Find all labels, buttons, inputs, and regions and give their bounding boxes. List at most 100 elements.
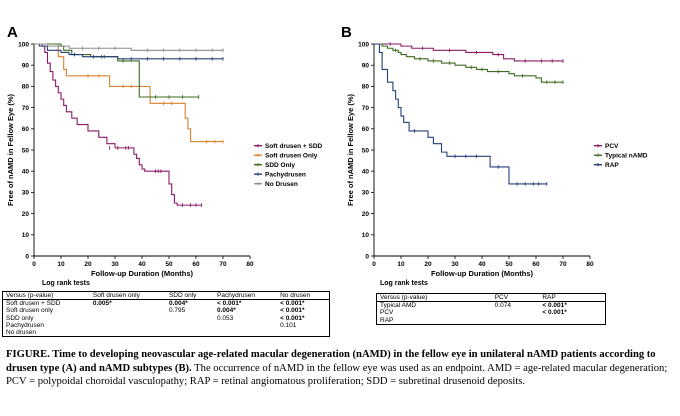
legend-label: Soft drusen + SDD: [265, 143, 323, 150]
table-cell: [214, 322, 277, 329]
x-tick-label: 30: [451, 261, 459, 268]
table-row: PCV < 0.001*: [377, 309, 606, 316]
y-tick-label: 20: [362, 211, 370, 218]
x-tick-label: 50: [505, 261, 513, 268]
x-tick-label: 40: [138, 261, 146, 268]
table-cell: [90, 315, 166, 322]
y-axis-label: Free of nAMD in Fellow Eye (%): [6, 93, 15, 206]
legend-label: Soft drusen Only: [265, 153, 318, 160]
x-tick-label: 10: [57, 261, 65, 268]
series-line-soft-drusen-only: [34, 43, 223, 143]
x-tick-label: 10: [397, 261, 405, 268]
x-tick-label: 30: [111, 261, 119, 268]
y-axis-label: Free of nAMD in Fellow Eye (%): [346, 93, 355, 206]
table-row: SDD only 0.053 < 0.001*: [3, 315, 330, 322]
table-cell: [539, 317, 605, 325]
table-cell: SDD only: [6, 314, 34, 322]
table-cell: RAP: [380, 316, 394, 324]
table-cell: [277, 329, 329, 337]
table-row: No drusen: [3, 329, 330, 337]
series-line-pachydrusen: [34, 43, 223, 60]
y-tick-label: 70: [362, 105, 370, 112]
x-tick-label: 0: [372, 261, 376, 268]
series-line-pcv: [374, 43, 563, 62]
table-cell: 0.101: [280, 321, 297, 329]
x-tick-label: 70: [219, 261, 227, 268]
table-header-cell: No drusen: [277, 291, 330, 301]
table-cell: [166, 329, 214, 337]
table-row: RAP: [377, 317, 606, 325]
legend-label: Typical nAMD: [605, 153, 648, 160]
y-tick-label: 100: [358, 41, 369, 48]
legend-label: RAP: [605, 162, 619, 169]
figure-caption: FIGURE. Time to developing neovascular a…: [6, 348, 674, 389]
table-cell: [492, 317, 540, 325]
legend-label: No Drusen: [265, 181, 298, 188]
y-tick-label: 90: [362, 63, 370, 70]
table-cell: 0.004*: [168, 300, 188, 308]
y-tick-label: 90: [22, 63, 30, 70]
table-cell: < 0.001*: [542, 309, 567, 317]
survival-chart-b: 0 10 20 30 40 50 60 70 80 0 10 20 30 40 50 60 70 80 90 100 F…: [346, 41, 648, 278]
y-tick-label: 10: [362, 232, 370, 239]
x-tick-label: 80: [586, 261, 594, 268]
series-line-soft-drusen-sdd: [34, 43, 202, 206]
x-tick-label: 20: [424, 261, 432, 268]
table-row: Typical AMD 0.074 < 0.001*: [377, 302, 606, 310]
table-header-cell: SDD only: [165, 291, 214, 301]
y-tick-label: 0: [365, 253, 369, 260]
y-tick-label: 30: [362, 190, 370, 197]
series-line-typical-namd: [374, 43, 563, 83]
y-tick-label: 60: [362, 126, 370, 133]
table-header-cell: Versus (p-value): [2, 291, 90, 301]
y-tick-label: 40: [22, 169, 30, 176]
table-cell: < 0.001*: [280, 307, 305, 315]
x-tick-label: 60: [532, 261, 540, 268]
panel-label-a: A: [7, 24, 18, 41]
table-cell: No drusen: [6, 329, 36, 337]
table-cell: < 0.001*: [217, 300, 242, 308]
table-cell: PCV: [380, 309, 394, 317]
x-tick-label: 80: [246, 261, 254, 268]
table-cell: [90, 322, 166, 329]
x-tick-label: 20: [84, 261, 92, 268]
table-header-cell: Soft drusen only: [89, 291, 166, 301]
survival-chart-a: 0 10 20 30 40 50 60 70 80 0 10 20 30 40 50 60 70 80 90 100 F…: [6, 41, 323, 278]
table-cell: [492, 309, 540, 316]
table-cell: [214, 329, 277, 337]
table-cell: < 0.001*: [280, 314, 305, 322]
table-cell: [90, 329, 166, 337]
x-tick-label: 60: [192, 261, 200, 268]
y-tick-label: 10: [22, 232, 30, 239]
table-cell: 0.005*: [92, 300, 112, 308]
x-axis-label: Follow-up Duration (Months): [91, 269, 194, 278]
log-rank-title-a: Log rank tests: [42, 280, 90, 287]
y-tick-label: 30: [22, 190, 30, 197]
panel-label-b: B: [341, 24, 352, 41]
legend-label: PCV: [605, 143, 619, 150]
y-tick-label: 40: [362, 169, 370, 176]
x-tick-label: 40: [478, 261, 486, 268]
y-tick-label: 70: [22, 105, 30, 112]
table-cell: Pachydrusen: [6, 321, 44, 329]
table-cell: 0.795: [168, 307, 186, 315]
table-cell: Soft drusen + SDD: [6, 300, 61, 308]
y-tick-label: 100: [18, 41, 29, 48]
y-tick-label: 50: [22, 147, 30, 154]
table-header-cell: Pachydrusen: [214, 291, 278, 301]
y-tick-label: 80: [362, 84, 370, 91]
table-cell: [90, 307, 166, 314]
x-tick-label: 0: [32, 261, 36, 268]
table-cell: Soft drusen only: [6, 307, 53, 315]
table-header-cell: PCV: [491, 293, 540, 303]
x-axis-label: Follow-up Duration (Months): [431, 269, 534, 278]
table-cell: [166, 322, 214, 329]
table-cell: < 0.001*: [542, 302, 567, 310]
table-header-row: Versus (p-value) PCV RAP: [376, 293, 606, 303]
log-rank-title-b: Log rank tests: [380, 280, 428, 287]
table-cell: 0.074: [494, 302, 511, 310]
table-header-cell: Versus (p-value): [376, 293, 492, 303]
table-cell: 0.004*: [217, 307, 236, 315]
series-line-no-drusen: [34, 43, 223, 51]
y-tick-label: 0: [25, 253, 29, 260]
